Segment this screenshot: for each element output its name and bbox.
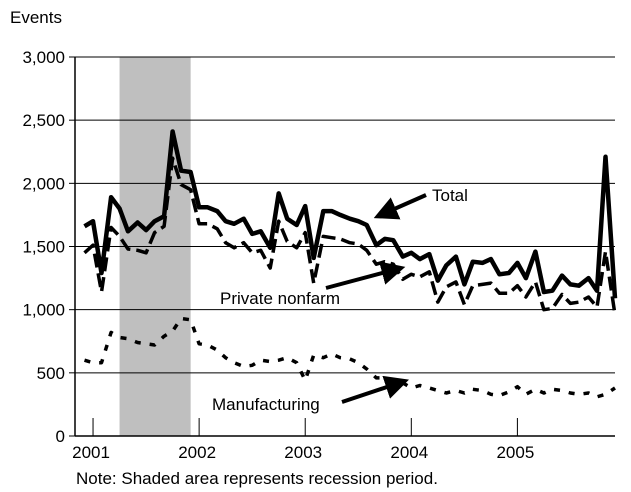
annotation-arrow-manufacturing: [341, 375, 409, 404]
x-tick-label: 2004: [390, 443, 428, 462]
x-tick-label: 2005: [496, 443, 534, 462]
y-tick-label: 500: [37, 364, 65, 383]
annotation-arrow-private-nonfarm: [325, 261, 406, 290]
series-line-private-nonfarm: [83, 156, 617, 315]
y-tick-label: 1,000: [22, 301, 65, 320]
x-tick-label: 2002: [178, 443, 216, 462]
line-chart: 0 500 1,000 1,500 2,000 2,500 3,000 2001 2002 200…: [22, 48, 618, 462]
series-annotations: Total Private nonfarm Manufacturing: [212, 186, 468, 414]
annotation-label-total: Total: [432, 186, 468, 205]
y-axis-title: Events: [10, 8, 62, 27]
annotation-label-manufacturing: Manufacturing: [212, 395, 320, 414]
axes: 0 500 1,000 1,500 2,000 2,500 3,000 2001 2002 200…: [22, 48, 615, 462]
y-tick-label: 0: [56, 427, 65, 446]
annotation-arrow-total: [373, 193, 427, 220]
y-tick-label: 2,500: [22, 111, 65, 130]
y-tick-label: 1,500: [22, 238, 65, 257]
gridlines: [75, 56, 615, 374]
x-tick-label: 2001: [72, 443, 110, 462]
chart-note: Note: Shaded area represents recession p…: [76, 469, 438, 488]
annotation-label-private-nonfarm: Private nonfarm: [220, 289, 340, 308]
x-tick-label: 2003: [284, 443, 322, 462]
y-tick-label: 3,000: [22, 48, 65, 67]
y-tick-label: 2,000: [22, 174, 65, 193]
series-line-total: [83, 129, 618, 299]
series-lines: [83, 129, 618, 399]
